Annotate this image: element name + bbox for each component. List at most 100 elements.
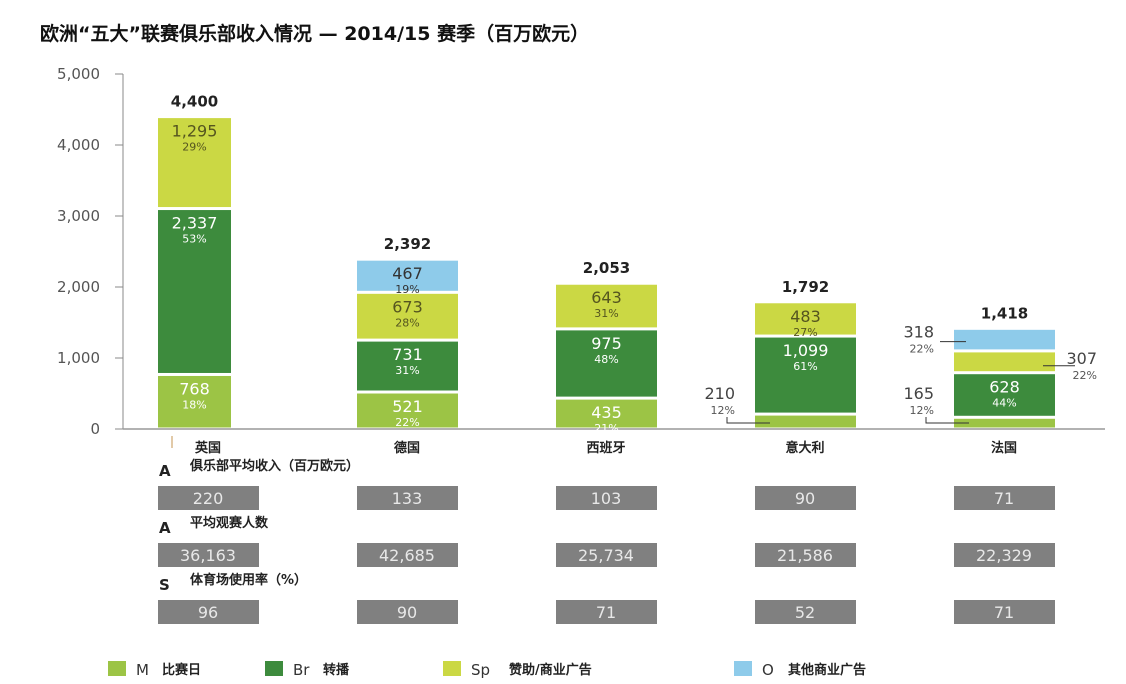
row-letter: A — [159, 462, 171, 480]
bar-segment-sp — [556, 284, 657, 328]
table-cell — [954, 543, 1055, 567]
leader-line — [726, 417, 770, 424]
value-label: 483 — [790, 307, 821, 326]
y-tick-label: 0 — [90, 420, 100, 438]
table-cell-value: 71 — [994, 489, 1014, 508]
bar-total-label: 1,418 — [981, 304, 1028, 322]
legend-label: 比赛日 — [162, 662, 201, 678]
leader-line — [925, 417, 969, 424]
stats-table: A 俱乐部平均收入（百万欧元） 220 133 103 90 71 A 平均观赛人数 36,163… — [158, 458, 1055, 624]
bar-segment-m — [755, 415, 856, 428]
bar-segment-br — [755, 337, 856, 413]
legend-swatch — [443, 661, 461, 676]
y-tick-label: 3,000 — [57, 207, 100, 225]
percent-label: 28% — [395, 316, 419, 329]
table-cell-value: 52 — [795, 603, 815, 622]
percent-label: 19% — [395, 283, 419, 296]
legend-item: M 比赛日 — [108, 661, 201, 679]
percent-label: 21% — [594, 422, 618, 435]
percent-label: 48% — [594, 353, 618, 366]
table-cell — [556, 486, 657, 510]
row-label: 平均观赛人数 — [190, 515, 269, 531]
row-label: 俱乐部平均收入（百万欧元） — [189, 458, 359, 474]
percent-label: 61% — [793, 360, 817, 373]
value-label: 2,337 — [172, 214, 218, 233]
row-letter: A — [159, 519, 171, 537]
legend-abbr: M — [136, 661, 149, 679]
table-cell-value: 25,734 — [578, 546, 634, 565]
category-label: 法国 — [991, 440, 1017, 456]
value-label: 628 — [989, 378, 1020, 397]
table-cell — [357, 600, 458, 624]
table-cell-value: 21,586 — [777, 546, 833, 565]
table-cell-value: 220 — [193, 489, 224, 508]
legend-swatch — [108, 661, 126, 676]
percent-label: 29% — [182, 141, 206, 154]
value-label: 643 — [591, 288, 622, 307]
bar-total-label: 4,400 — [171, 93, 218, 111]
percent-label: 31% — [594, 307, 618, 320]
table-cell — [158, 486, 259, 510]
value-label: 1,099 — [783, 341, 829, 360]
category-label: 西班牙 — [586, 440, 625, 456]
bar-segment-sp — [755, 303, 856, 335]
value-label: 975 — [591, 334, 622, 353]
bar-segment-sp — [158, 118, 231, 208]
legend-label: 其他商业广告 — [788, 662, 866, 678]
y-tick-label: 2,000 — [57, 278, 100, 296]
percent-label: 27% — [793, 326, 817, 339]
chart-title: 欧洲“五大”联赛俱乐部收入情况 — 2014/15 赛季（百万欧元） — [40, 22, 589, 45]
bar-segment-sp — [357, 293, 458, 339]
legend: M 比赛日 Br 转播 Sp 赞助/商业广告 O 其他商业广告 — [108, 661, 866, 679]
legend-item: Sp 赞助/商业广告 — [443, 661, 592, 679]
row-letter: S — [159, 576, 170, 594]
y-tick-label: 1,000 — [57, 349, 100, 367]
category-label: 意大利 — [785, 440, 824, 456]
percent-label: 31% — [395, 364, 419, 377]
value-label: 768 — [179, 379, 210, 398]
bar-segment-m — [954, 418, 1055, 428]
value-label: 165 — [903, 384, 934, 403]
y-tick-label: 4,000 — [57, 136, 100, 154]
bar-segment-sp — [954, 352, 1055, 372]
bars: 76818%2,33753%1,29529%4,400英国52122%73131… — [158, 93, 1097, 456]
legend-abbr: O — [762, 661, 774, 679]
value-label: 435 — [591, 403, 622, 422]
category-label: 英国 — [194, 440, 221, 456]
percent-label: 18% — [182, 398, 206, 411]
y-axis: 0 1,000 2,000 3,000 4,000 5,000 — [57, 65, 1105, 448]
bar-segment-br — [158, 210, 231, 373]
value-label: 521 — [392, 397, 423, 416]
table-cell — [158, 600, 259, 624]
category-label: 德国 — [394, 440, 420, 456]
value-label: 1,295 — [172, 122, 218, 141]
table-cell — [954, 486, 1055, 510]
table-cell — [556, 600, 657, 624]
table-cell — [954, 600, 1055, 624]
value-label: 467 — [392, 264, 423, 283]
percent-label: 12% — [910, 404, 934, 417]
bar-segment-o — [954, 329, 1055, 350]
table-cell-value: 22,329 — [976, 546, 1032, 565]
bar-segment-m — [158, 375, 231, 428]
table-cell-value: 36,163 — [180, 546, 236, 565]
legend-label: 转播 — [323, 662, 350, 678]
legend-item: Br 转播 — [265, 661, 350, 679]
value-label: 318 — [903, 323, 934, 342]
table-cell-value: 96 — [198, 603, 218, 622]
value-label: 307 — [1066, 349, 1097, 368]
table-cell — [158, 543, 259, 567]
legend-label: 赞助/商业广告 — [508, 662, 592, 678]
bar-total-label: 2,392 — [384, 235, 431, 253]
bar-segment-br — [357, 341, 458, 391]
row-label: 体育场使用率（%） — [190, 572, 307, 588]
table-cell-value: 90 — [397, 603, 417, 622]
table-cell — [357, 486, 458, 510]
bar-segment-m — [556, 399, 657, 428]
table-cell — [755, 543, 856, 567]
bar-total-label: 1,792 — [782, 278, 829, 296]
table-cell-value: 71 — [596, 603, 616, 622]
table-cell-value: 71 — [994, 603, 1014, 622]
bar-total-label: 2,053 — [583, 259, 630, 277]
table-cell-value: 42,685 — [379, 546, 435, 565]
